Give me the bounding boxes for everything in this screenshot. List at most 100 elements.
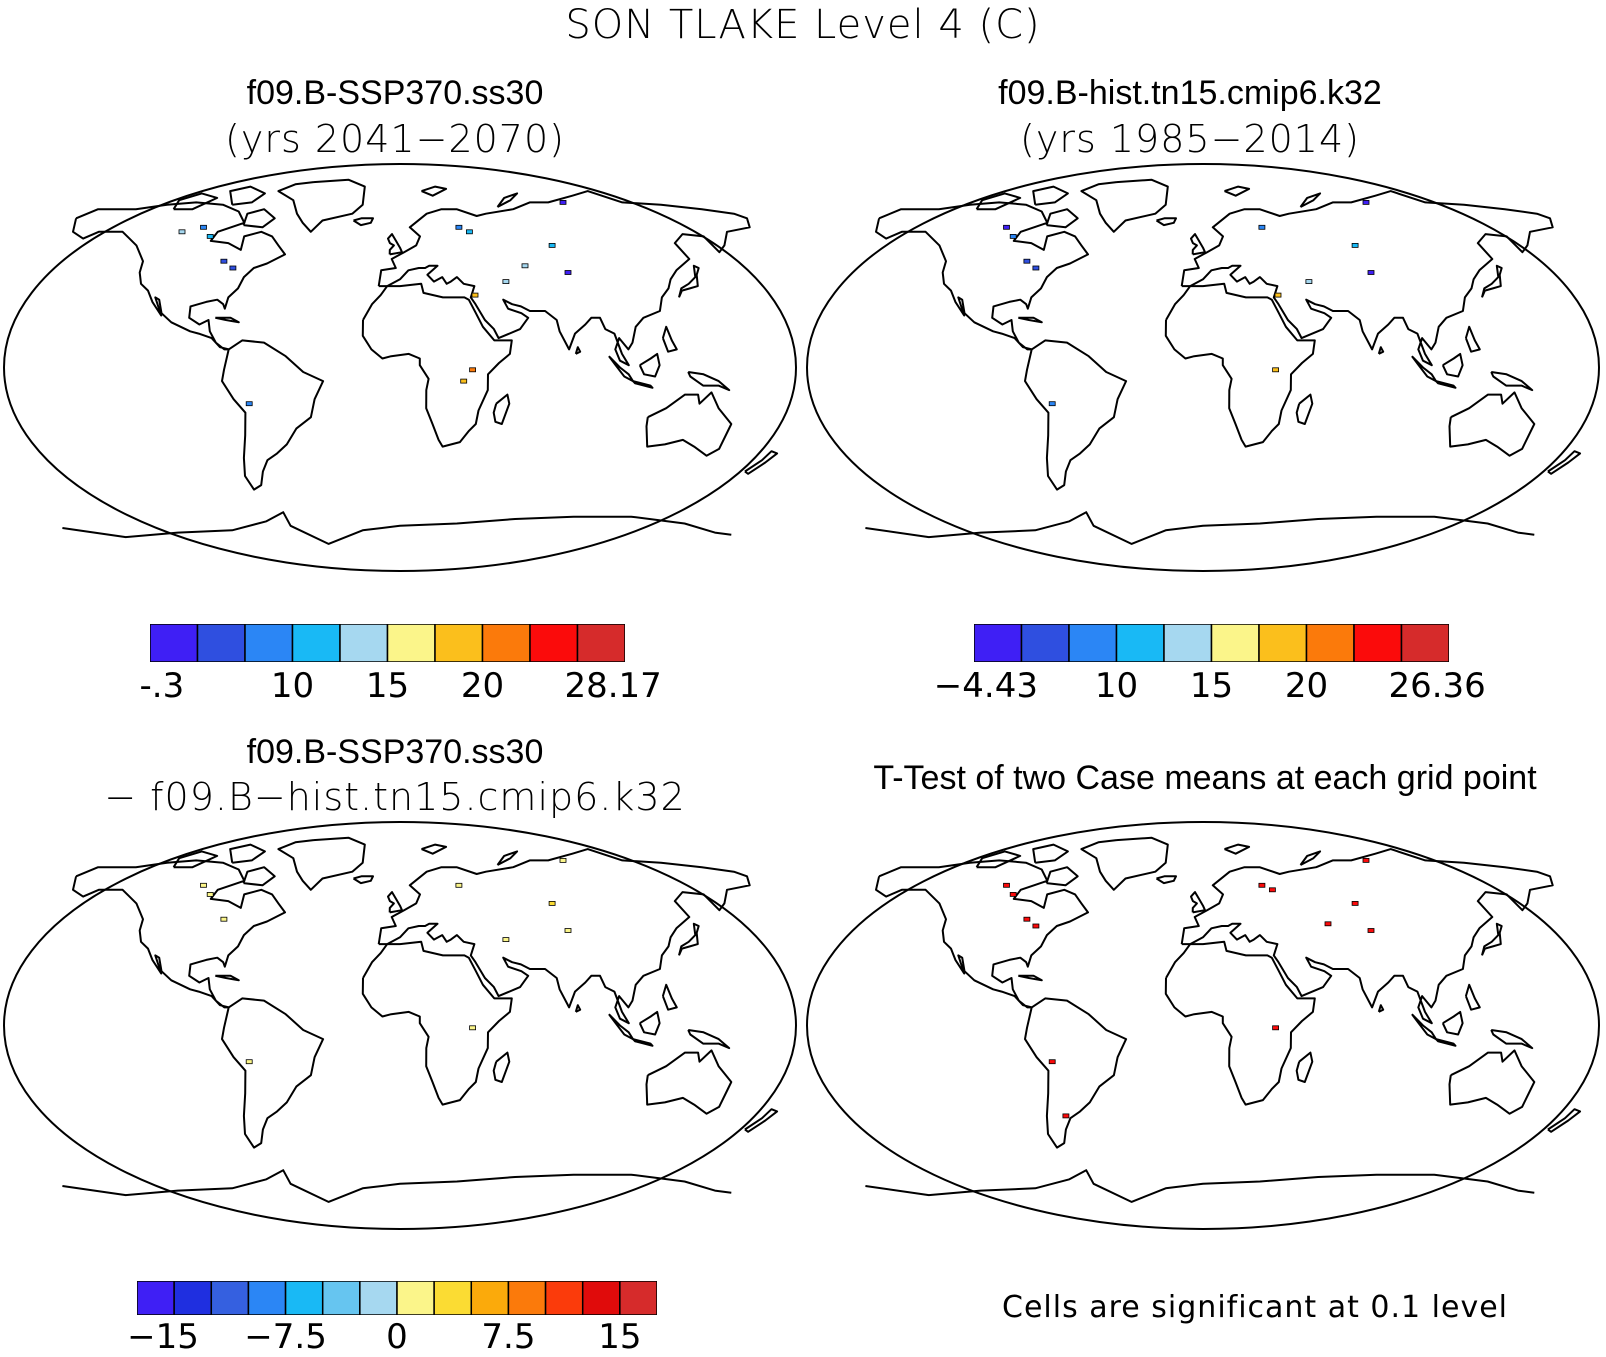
coastline-6 [492,393,511,425]
coastline-13 [744,450,779,475]
coastline-13 [744,1108,779,1133]
coastline-12 [1490,1029,1534,1050]
colorbar-box-5 [386,624,436,662]
lake-cell-1 [206,234,214,239]
coastline-16 [172,850,219,869]
coastline-9 [608,355,634,383]
coastline-17 [1032,185,1069,206]
coastline-6 [492,1051,511,1083]
lake-cell-6 [465,229,473,235]
coastline-9 [1411,355,1437,383]
coastline-16 [975,192,1022,211]
coastline-5 [645,391,733,457]
colorbar-box-6 [434,624,484,662]
colorbar-box-5 [321,1281,361,1315]
panel-4-title: T-Test of two Case means at each grid po… [873,759,1537,797]
colorbar-box-0 [150,624,199,662]
map-frame [806,821,1600,1230]
colorbar-box-13 [619,1281,657,1315]
lake-cell-5 [455,224,463,230]
lake-cell-8 [1324,921,1332,927]
colorbar-box-6 [359,1281,398,1315]
coastline-23 [215,974,240,982]
colorbar-box-8 [1353,624,1403,662]
coastline-11 [632,380,654,389]
lake-cell-11 [1048,401,1056,407]
coastline-4 [1164,282,1316,448]
coastline-14 [865,1169,1535,1203]
panel-1-subtitle: (yrs 2041−2070) [225,117,565,161]
coastline-0 [875,859,1089,1009]
coastline-10 [638,1010,661,1036]
colorbar-box-8 [433,1281,473,1315]
lake-cell-5 [548,901,556,906]
panel-1-title: f09.B-SSP370.ss30 [246,74,544,112]
lake-cell-3 [229,265,237,271]
map-frame [3,163,797,572]
lake-cell-11 [502,279,510,284]
lake-cell-1 [1009,234,1017,239]
coastline-10 [1441,352,1464,378]
coastline-4 [1164,940,1316,1106]
colorbar-box-1 [173,1281,213,1315]
coastline-19 [496,850,519,866]
colorbar-label-2: 15 [365,666,410,706]
colorbar-box-9 [1400,624,1449,662]
lake-cell-7 [559,200,567,205]
panel-2-subtitle: (yrs 1985−2014) [1020,117,1360,161]
coastline-5 [1448,1049,1536,1115]
coastline-22 [661,325,678,353]
lake-cell-0 [1003,224,1010,230]
lake-cell-10 [1272,1025,1280,1031]
coastline-14 [62,511,732,545]
coastline-8 [1481,922,1503,956]
lake-cell-13 [469,367,477,373]
coastline-20 [1224,185,1251,197]
colorbar-box-0 [974,624,1023,662]
colorbar-box-12 [581,1281,621,1315]
lake-cell-12 [1062,1113,1070,1119]
coastline-22 [1464,983,1481,1011]
lake-cell-2 [1023,916,1031,922]
lake-cell-6 [564,928,572,933]
colorbar-label-4: 26.36 [1388,666,1486,706]
lake-cell-3 [1032,923,1040,929]
panel-3-subtitle: − f09.B−hist.tn15.cmip6.k32 [104,775,686,819]
coastline-2 [1024,997,1128,1149]
colorbar-label-1: 10 [270,666,315,706]
coastline-1 [1080,836,1169,891]
coastline-21 [1377,346,1385,355]
lake-cell-1 [206,892,214,897]
panel-2-title: f09.B-hist.tn15.cmip6.k32 [998,74,1382,112]
coastline-3 [377,190,751,367]
lake-cell-7 [502,937,510,942]
coastline-19 [1299,192,1322,208]
coastline-23 [1018,974,1043,982]
lake-cell-3 [1032,265,1040,271]
colorbar-box-8 [529,624,579,662]
coastline-2 [1024,339,1128,491]
coastline-18 [1045,208,1079,229]
coastline-20 [421,185,448,197]
lake-cell-4 [1258,882,1266,888]
coastline-3 [377,848,751,1025]
coastline-8 [678,264,700,298]
coastline-2 [221,339,325,491]
lake-cell-7 [1351,901,1359,906]
panel-1-map [3,163,797,572]
coastline-21 [1377,1004,1385,1013]
colorbar-box-7 [1305,624,1355,662]
lake-cell-9 [1367,928,1375,933]
coastline-18 [242,866,276,887]
colorbar-label-2: 15 [1189,666,1234,706]
colorbar-box-7 [396,1281,435,1315]
coastline-15 [352,875,374,885]
coastline-18 [242,208,276,229]
coastline-19 [496,192,519,208]
colorbar-box-1 [1020,624,1070,662]
lake-cell-11 [1048,1059,1056,1065]
lake-cell-4 [178,229,186,235]
coastline-13 [1547,1108,1582,1133]
colorbar-box-4 [339,624,389,662]
colorbar-box-1 [196,624,246,662]
